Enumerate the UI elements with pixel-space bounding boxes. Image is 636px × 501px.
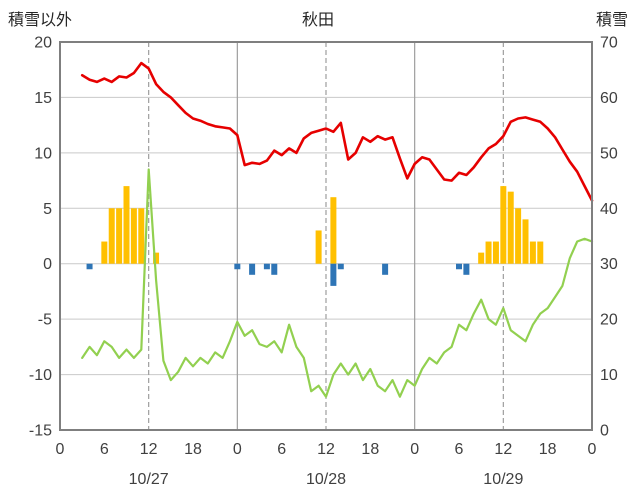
right-axis-tick-label: 60 xyxy=(600,90,618,107)
precip-bars-bar xyxy=(463,263,470,275)
precip-bars-bar xyxy=(456,263,462,270)
sunshine-bars-bar xyxy=(108,208,115,264)
x-tick-label: 12 xyxy=(140,441,158,458)
sunshine-bars-bar xyxy=(515,208,522,264)
sunshine-bars-bar xyxy=(492,241,499,264)
sunshine-bars-bar xyxy=(138,208,145,264)
sunshine-bars-bar xyxy=(522,219,529,264)
x-tick-label: 0 xyxy=(588,441,597,458)
sunshine-bars-bar xyxy=(529,241,536,264)
right-axis-title: 積雪 xyxy=(595,12,628,29)
x-tick-label: 0 xyxy=(233,441,242,458)
snow-depth-line xyxy=(81,168,594,398)
sunshine-bars-bar xyxy=(500,186,507,264)
precip-bars-bar xyxy=(249,263,256,275)
sunshine-bars-bar xyxy=(507,191,514,264)
left-axis-tick-label: 0 xyxy=(43,256,52,273)
left-axis-title: 積雪以外 xyxy=(8,12,73,29)
right-axis-tick-label: 50 xyxy=(600,145,618,162)
precip-bars-bar xyxy=(86,263,93,270)
sunshine-bars-bar xyxy=(485,241,492,264)
x-tick-label: 0 xyxy=(410,441,419,458)
x-tick-label: 6 xyxy=(100,441,109,458)
x-tick-label: 6 xyxy=(455,441,464,458)
sunshine-bars-bar xyxy=(123,186,130,264)
right-axis-tick-label: 30 xyxy=(600,256,618,273)
right-axis-tick-label: 10 xyxy=(600,367,618,384)
left-axis-tick-label: -15 xyxy=(29,423,52,440)
x-tick-label: 12 xyxy=(494,441,512,458)
sunshine-bars-bar xyxy=(116,208,123,264)
x-tick-label: 0 xyxy=(56,441,65,458)
chart-title: 秋田 xyxy=(301,12,334,29)
x-tick-label: 18 xyxy=(539,441,557,458)
precip-bars-bar xyxy=(263,263,270,270)
sunshine-bars-bar xyxy=(153,252,160,264)
precip-bars-bar xyxy=(337,263,344,270)
left-axis-tick-label: 20 xyxy=(34,35,52,52)
x-tick-label: 12 xyxy=(317,441,335,458)
x-tick-label: 18 xyxy=(184,441,202,458)
left-axis-tick-label: -10 xyxy=(29,367,52,384)
right-axis-tick-label: 70 xyxy=(600,35,618,52)
x-tick-label: 18 xyxy=(361,441,379,458)
sunshine-bars-bar xyxy=(478,252,485,264)
precip-bars-bar xyxy=(271,263,278,275)
sunshine-bars-bar xyxy=(315,230,322,264)
left-axis-tick-label: -5 xyxy=(38,312,52,329)
sunshine-bars-bar xyxy=(330,197,337,264)
sunshine-bars-bar xyxy=(130,208,137,264)
left-axis-tick-label: 15 xyxy=(34,90,52,107)
right-axis-tick-label: 20 xyxy=(600,312,618,329)
temperature-line xyxy=(80,61,594,202)
precip-bars-bar xyxy=(382,263,389,275)
right-axis-tick-label: 0 xyxy=(600,423,609,440)
sunshine-bars-bar xyxy=(537,241,544,264)
chart-header: 積雪以外 秋田 積雪 xyxy=(0,6,636,30)
day-label: 10/27 xyxy=(129,471,169,488)
precip-bars-bar xyxy=(234,263,241,270)
x-tick-label: 6 xyxy=(277,441,286,458)
precip-bars-bar xyxy=(330,263,337,286)
right-axis-tick-label: 40 xyxy=(600,201,618,218)
left-axis-tick-label: 10 xyxy=(34,145,52,162)
day-label: 10/29 xyxy=(483,471,523,488)
plot-border xyxy=(59,41,593,431)
day-label: 10/28 xyxy=(306,471,346,488)
sunshine-bars-bar xyxy=(101,241,108,264)
left-axis-tick-label: 5 xyxy=(43,201,52,218)
